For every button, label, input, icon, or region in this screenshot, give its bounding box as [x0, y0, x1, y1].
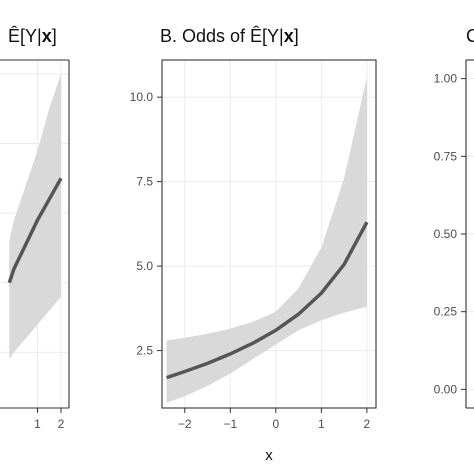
panel-b-x-axis-label: x [265, 447, 273, 464]
panel-c-y-tick-label: 0.50 [434, 227, 458, 241]
panel-b-x-tick-label: −1 [223, 417, 237, 431]
panel-c-y-tick-label: 0.75 [434, 149, 458, 163]
panel-b-x-tick-label: 0 [272, 417, 279, 431]
panel-b-y-tick-label: 2.5 [136, 344, 153, 358]
panel-b-y-tick-label: 5.0 [136, 259, 153, 273]
panel-b: B. Odds of Ê[Y|x] −2 −1 0 1 2 2.55.07.510.0 … [130, 26, 377, 464]
panel-b-x-tick-label: −2 [178, 417, 192, 431]
panel-a-x-tick-label: 2 [58, 417, 65, 431]
panel-b-confidence-band [166, 76, 367, 403]
panel-a-fitted-line [7, 177, 63, 284]
panel-b-y-tick-label: 7.5 [136, 175, 153, 189]
panel-b-x-ticks: −2 −1 0 1 2 [178, 408, 371, 431]
panel-c-y-ticks: 0.00 0.25 0.50 0.75 1.00 [434, 72, 466, 396]
panel-c-grid [466, 78, 474, 390]
panel-c: C 0.00 0.25 0.50 0.75 1.00 [434, 26, 474, 409]
panel-a-title: Ê[Y|x] [8, 26, 57, 46]
panel-c-y-tick-label: 0.25 [434, 305, 458, 319]
panel-b-title-math: Ê[Y|x] [250, 26, 299, 46]
panel-a-x-tick-label: 1 [34, 417, 41, 431]
panel-b-y-ticks: 2.5 5.0 7.5 10.0 [130, 90, 162, 358]
panel-b-fitted-line [166, 221, 369, 380]
panel-a-confidence-band [9, 73, 62, 360]
panel-c-y-tick-label: 0.00 [434, 382, 458, 396]
panel-b-frame [161, 59, 377, 409]
panel-c-title: C [466, 26, 474, 46]
panel-a-title-math: Ê[Y|x] [8, 26, 57, 46]
panel-b-title: B. Odds of Ê[Y|x] [160, 26, 299, 46]
panel-b-x-tick-label: 1 [318, 417, 325, 431]
panel-b-x-tick-label: 2 [364, 417, 371, 431]
panel-c-y-tick-label: 1.00 [434, 72, 458, 86]
panel-b-y-tick-label: 10.0 [130, 90, 154, 104]
